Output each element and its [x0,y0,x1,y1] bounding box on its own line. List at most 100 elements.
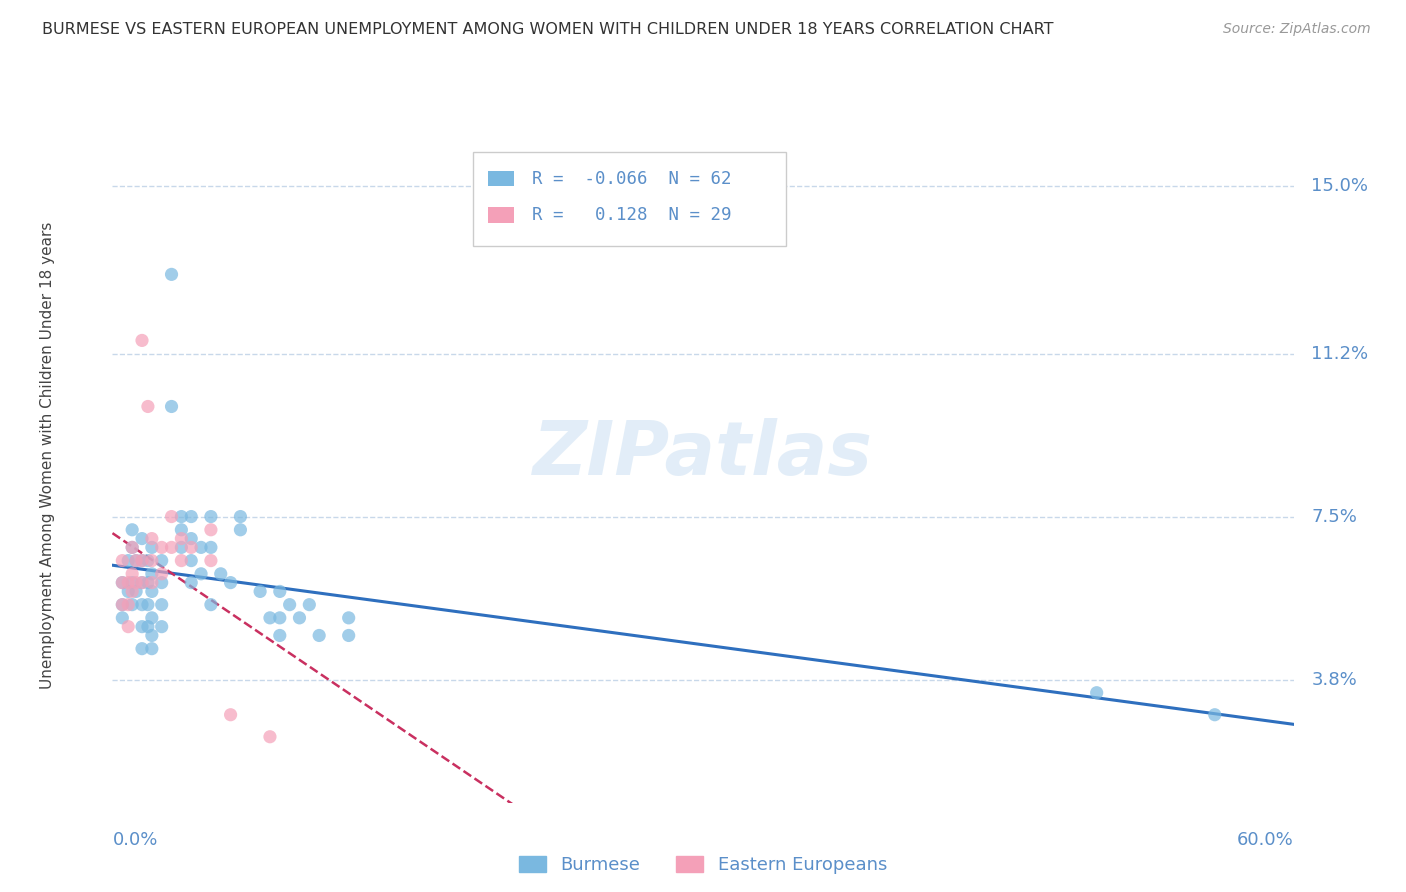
Point [259,611,281,625]
Text: R =   0.128  N = 29: R = 0.128 N = 29 [531,206,731,224]
Point [136,598,159,612]
Point [111,575,134,590]
Point [190,541,212,555]
Point [1204,707,1226,722]
Point [150,620,173,634]
Point [219,707,242,722]
Point [125,553,148,567]
Point [180,541,202,555]
Point [131,575,153,590]
Point [200,598,222,612]
Point [209,566,232,581]
Text: 60.0%: 60.0% [1237,830,1294,848]
Point [160,509,183,524]
Text: ZIPatlas: ZIPatlas [533,418,873,491]
Point [131,620,153,634]
Point [160,268,183,282]
Text: 7.5%: 7.5% [1312,508,1357,525]
Point [269,584,291,599]
Point [121,541,143,555]
Point [298,598,321,612]
Point [141,566,163,581]
Point [111,598,134,612]
Point [131,532,153,546]
Point [141,553,163,567]
Point [180,553,202,567]
Point [131,641,153,656]
Text: 11.2%: 11.2% [1312,344,1368,363]
Point [121,584,143,599]
Point [136,575,159,590]
Point [170,523,193,537]
Point [150,541,173,555]
Point [141,628,163,642]
Point [170,553,193,567]
Point [1085,686,1108,700]
Point [160,400,183,414]
Text: BURMESE VS EASTERN EUROPEAN UNEMPLOYMENT AMONG WOMEN WITH CHILDREN UNDER 18 YEAR: BURMESE VS EASTERN EUROPEAN UNEMPLOYMENT… [42,22,1053,37]
Text: Unemployment Among Women with Children Under 18 years: Unemployment Among Women with Children U… [39,221,55,689]
Point [141,611,163,625]
Point [141,641,163,656]
Point [150,553,173,567]
Text: 0.0%: 0.0% [112,830,157,848]
Point [150,598,173,612]
Point [229,523,252,537]
Point [219,575,242,590]
Point [170,541,193,555]
Point [180,575,202,590]
Point [111,575,134,590]
Point [278,598,301,612]
Point [121,598,143,612]
Point [141,541,163,555]
Text: R =  -0.066  N = 62: R = -0.066 N = 62 [531,169,731,187]
Point [117,584,139,599]
Point [141,584,163,599]
Text: 3.8%: 3.8% [1312,671,1357,689]
Point [117,553,139,567]
Point [121,523,143,537]
Point [180,532,202,546]
FancyBboxPatch shape [488,207,515,222]
Point [131,553,153,567]
Point [125,575,148,590]
Point [117,575,139,590]
Point [121,541,143,555]
Point [136,400,159,414]
Point [136,620,159,634]
Point [269,611,291,625]
Point [288,611,311,625]
Point [117,620,139,634]
Point [190,566,212,581]
Point [136,553,159,567]
Point [131,575,153,590]
Point [170,532,193,546]
Point [200,541,222,555]
Point [308,628,330,642]
Point [121,566,143,581]
Point [125,553,148,567]
Text: Source: ZipAtlas.com: Source: ZipAtlas.com [1223,22,1371,37]
Point [259,730,281,744]
Point [141,532,163,546]
Point [150,566,173,581]
Point [249,584,271,599]
Point [337,628,360,642]
Point [269,628,291,642]
Point [121,575,143,590]
Point [180,509,202,524]
Point [160,541,183,555]
Point [150,575,173,590]
Point [200,509,222,524]
Point [170,509,193,524]
Point [337,611,360,625]
Legend: Burmese, Eastern Europeans: Burmese, Eastern Europeans [519,855,887,874]
Point [131,334,153,348]
Point [125,584,148,599]
FancyBboxPatch shape [488,171,515,186]
Point [111,553,134,567]
Point [131,553,153,567]
FancyBboxPatch shape [472,153,786,246]
Point [111,611,134,625]
Point [229,509,252,524]
